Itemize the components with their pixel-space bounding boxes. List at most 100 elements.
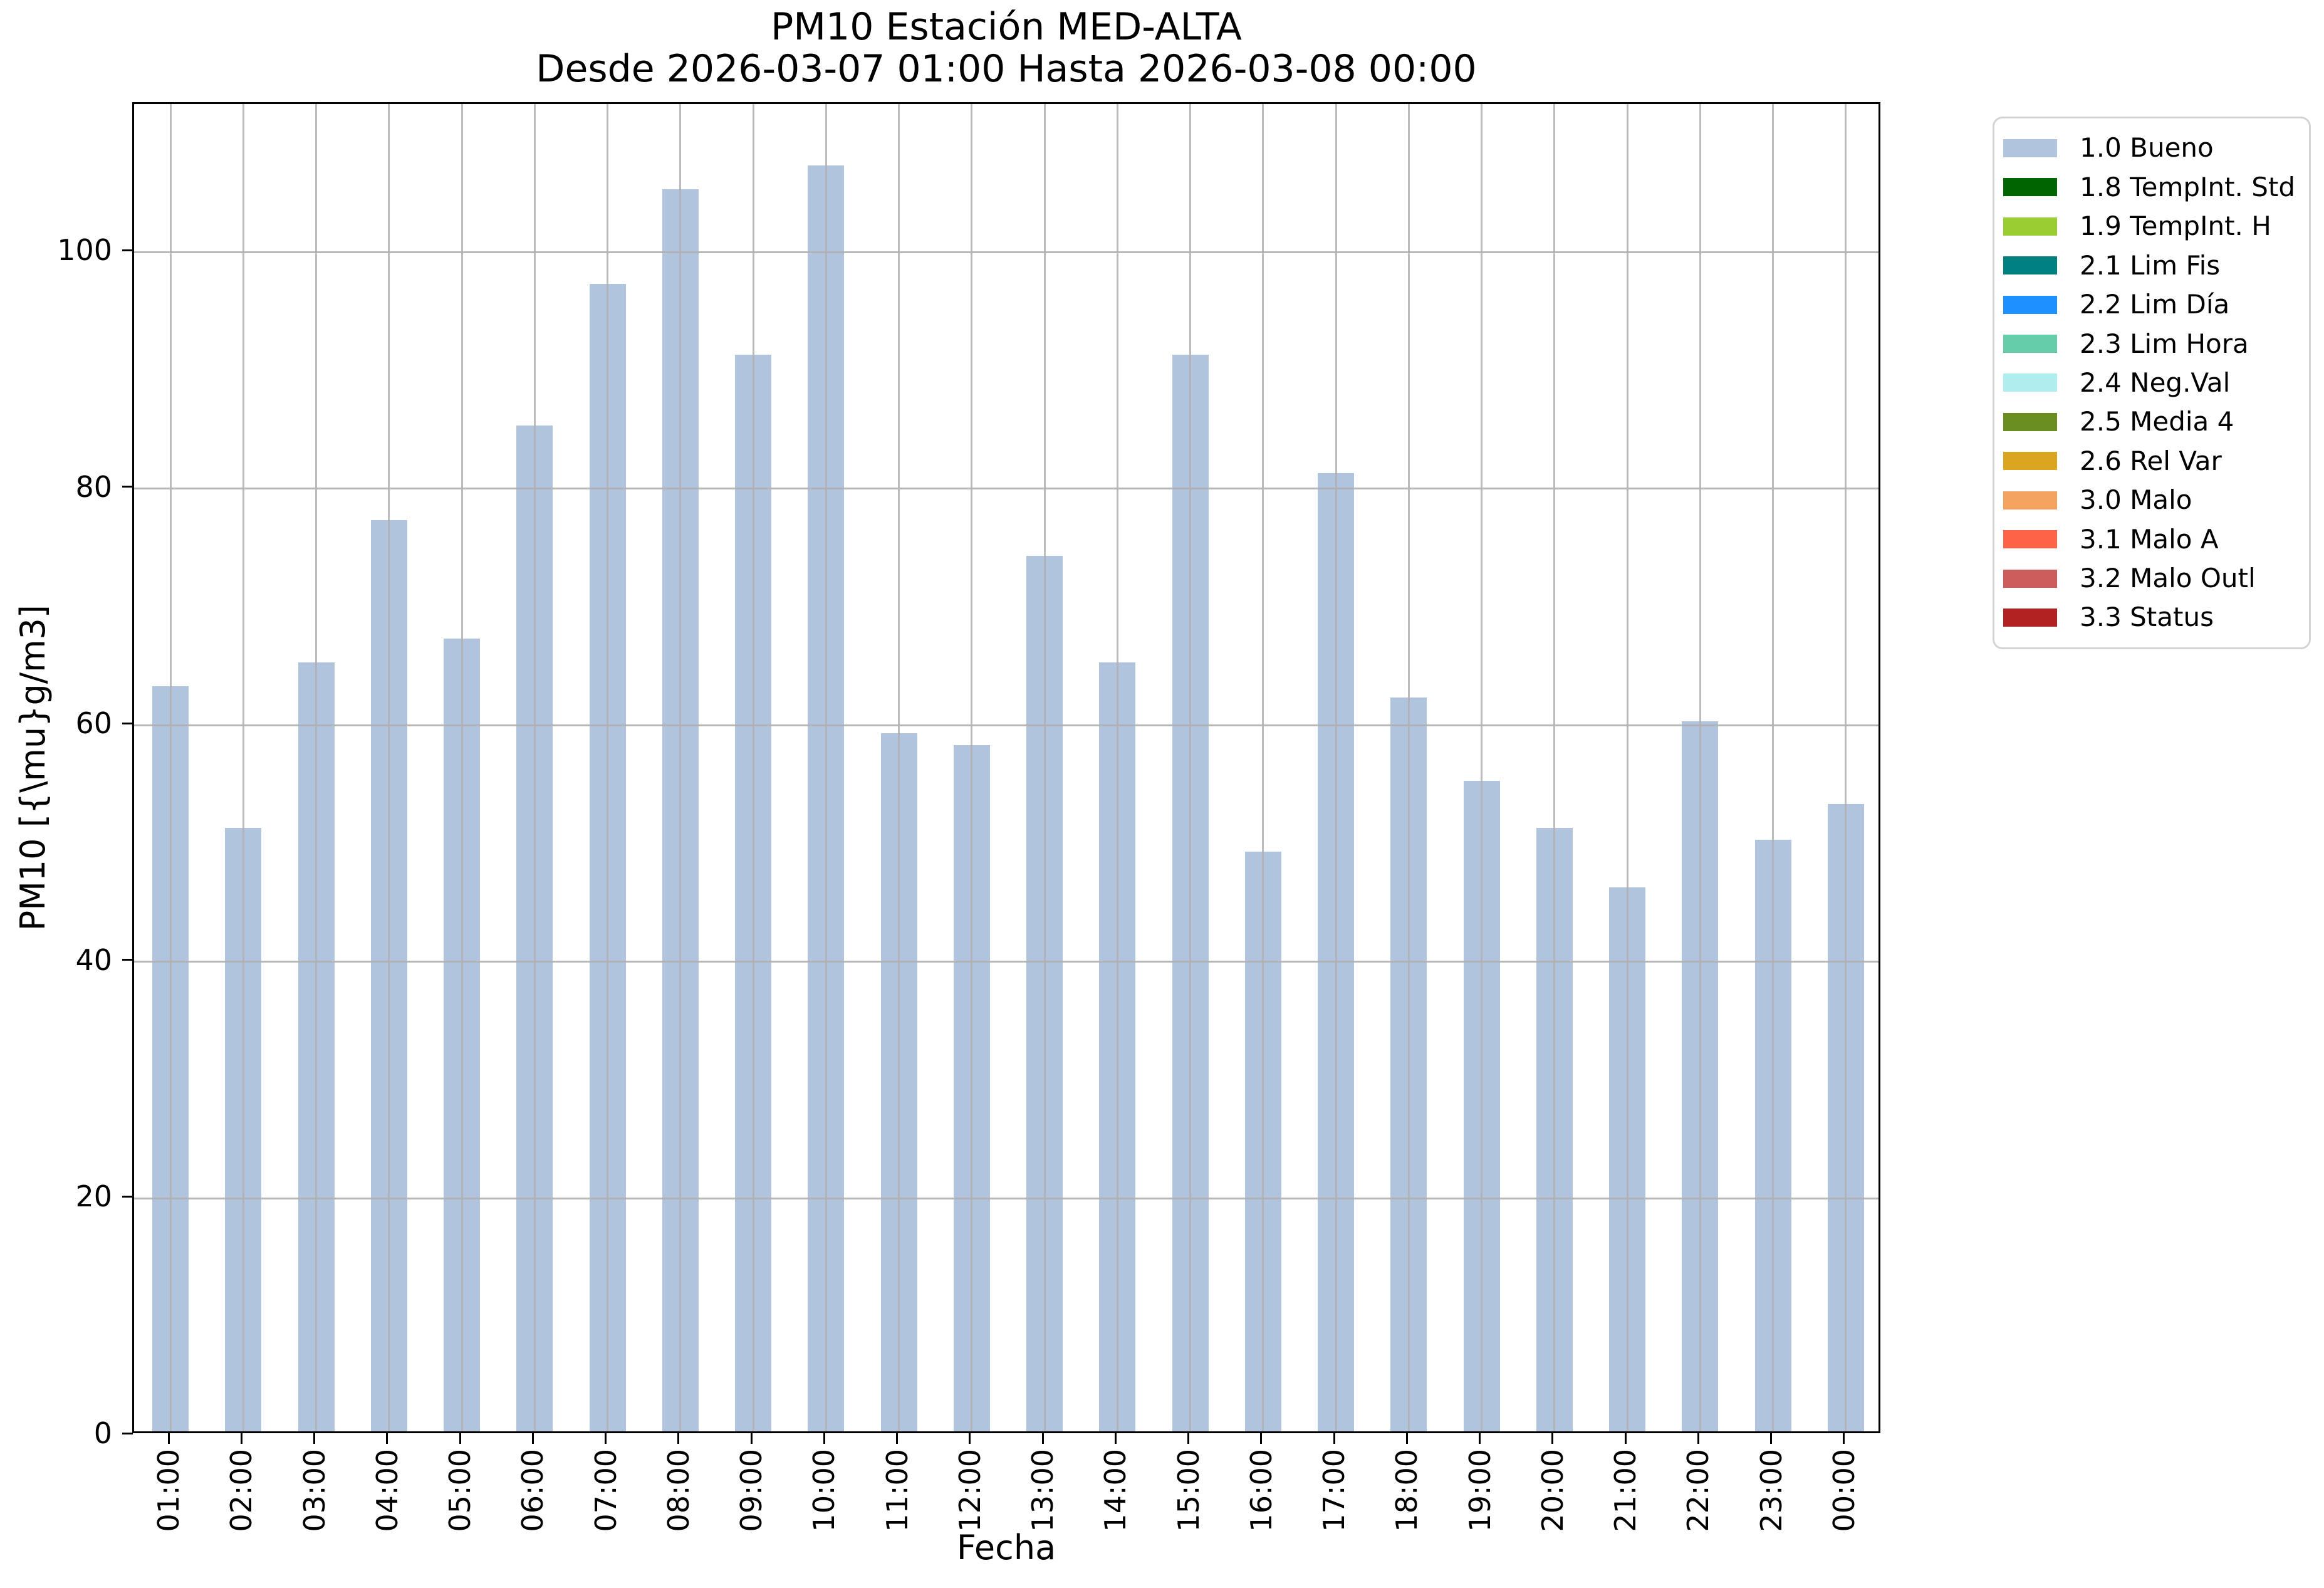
x-tick-label: 19:00 (1462, 1449, 1497, 1532)
x-tick (750, 1433, 753, 1444)
legend-swatch (2003, 608, 2057, 627)
y-tick-label: 40 (75, 943, 112, 977)
x-tick-label: 04:00 (370, 1449, 404, 1532)
v-gridline (1626, 104, 1628, 1431)
v-gridline (825, 104, 827, 1431)
v-gridline (1481, 104, 1483, 1431)
x-tick (896, 1433, 899, 1444)
legend-item: 1.8 TempInt. Std (2003, 171, 2304, 202)
legend-swatch (2003, 217, 2057, 236)
legend-label: 3.3 Status (2080, 602, 2214, 633)
x-tick-label: 23:00 (1754, 1449, 1788, 1532)
x-tick (167, 1433, 170, 1444)
legend: 1.0 Bueno 1.8 TempInt. Std 1.9 TempInt. H 2… (1993, 117, 2311, 649)
legend-item: 2.1 Lim Fis (2003, 251, 2304, 280)
v-gridline (898, 104, 900, 1431)
x-tick (1697, 1433, 1699, 1444)
x-tick (1260, 1433, 1263, 1444)
v-gridline (1335, 104, 1337, 1431)
legend-swatch (2003, 452, 2057, 471)
y-tick (122, 486, 133, 488)
v-gridline (533, 104, 536, 1431)
legend-item: 2.5 Media 4 (2003, 407, 2304, 436)
legend-item: 3.1 Malo A (2003, 525, 2304, 554)
h-gridline (134, 724, 1878, 726)
legend-label: 3.1 Malo A (2080, 523, 2219, 555)
h-gridline (134, 251, 1878, 253)
x-tick-label: 01:00 (152, 1449, 186, 1532)
x-tick (605, 1433, 607, 1444)
y-tick (122, 722, 133, 724)
v-gridline (1116, 104, 1118, 1431)
chart-title: PM10 Estación MED-ALTA Desde 2026-03-07 … (132, 6, 1880, 90)
x-tick-label: 21:00 (1608, 1449, 1643, 1532)
legend-swatch (2003, 530, 2057, 549)
legend-label: 3.0 Malo (2080, 484, 2192, 516)
x-tick-label: 07:00 (588, 1449, 623, 1532)
x-tick (459, 1433, 461, 1444)
legend-item: 3.0 Malo (2003, 486, 2304, 515)
y-tick-label: 60 (75, 706, 112, 741)
legend-label: 2.4 Neg.Val (2080, 367, 2231, 398)
x-tick-label: 05:00 (443, 1449, 477, 1532)
legend-swatch (2003, 491, 2057, 509)
x-tick-label: 13:00 (1026, 1449, 1060, 1532)
x-tick (1333, 1433, 1335, 1444)
legend-label: 2.3 Lim Hora (2080, 328, 2249, 359)
legend-swatch (2003, 412, 2057, 431)
y-tick (122, 1195, 133, 1198)
x-tick-label: 18:00 (1390, 1449, 1424, 1532)
h-gridline (134, 1197, 1878, 1199)
legend-swatch (2003, 295, 2057, 314)
v-gridline (679, 104, 682, 1431)
legend-swatch (2003, 373, 2057, 392)
y-tick-label: 20 (75, 1179, 112, 1214)
legend-label: 1.9 TempInt. H (2080, 211, 2271, 242)
x-tick (1114, 1433, 1117, 1444)
legend-label: 1.0 Bueno (2080, 132, 2214, 164)
x-tick (1479, 1433, 1481, 1444)
legend-item: 3.2 Malo Outl (2003, 564, 2304, 593)
x-axis-label: Fecha (956, 1528, 1056, 1567)
plot-area (132, 102, 1880, 1433)
legend-item: 2.3 Lim Hora (2003, 328, 2304, 359)
v-gridline (242, 104, 244, 1431)
x-tick (1041, 1433, 1044, 1444)
x-tick (1624, 1433, 1627, 1444)
y-tick-label: 0 (93, 1416, 112, 1450)
x-tick-label: 22:00 (1681, 1449, 1716, 1532)
y-tick (122, 1432, 133, 1434)
v-gridline (315, 104, 318, 1431)
legend-item: 2.4 Neg.Val (2003, 368, 2304, 397)
v-gridline (1262, 104, 1264, 1431)
x-tick (969, 1433, 971, 1444)
legend-label: 2.5 Media 4 (2080, 406, 2234, 437)
v-gridline (1407, 104, 1410, 1431)
x-tick (313, 1433, 316, 1444)
x-tick (1770, 1433, 1773, 1444)
x-tick-label: 08:00 (661, 1449, 696, 1532)
v-gridline (1043, 104, 1046, 1431)
x-axis-tick-labels: 01:00 02:00 03:00 04:00 05:00 06:00 07:00 08:00… (132, 1449, 1880, 1537)
x-tick (386, 1433, 388, 1444)
legend-swatch (2003, 178, 2057, 197)
legend-swatch (2003, 138, 2057, 157)
chart-title-line1: PM10 Estación MED-ALTA (771, 5, 1242, 49)
x-tick-label: 16:00 (1244, 1449, 1278, 1532)
v-gridline (752, 104, 754, 1431)
v-gridline (169, 104, 172, 1431)
x-tick (677, 1433, 680, 1444)
h-gridline (134, 488, 1878, 490)
legend-swatch (2003, 256, 2057, 275)
v-gridline (1553, 104, 1556, 1431)
legend-label: 1.8 TempInt. Std (2080, 171, 2296, 202)
x-tick (1187, 1433, 1190, 1444)
legend-item: 1.9 TempInt. H (2003, 212, 2304, 241)
legend-label: 2.6 Rel Var (2080, 445, 2222, 476)
x-tick-label: 03:00 (297, 1449, 331, 1532)
v-gridline (461, 104, 463, 1431)
x-tick-label: 12:00 (952, 1449, 987, 1532)
v-gridline (1189, 104, 1192, 1431)
x-tick-label: 14:00 (1098, 1449, 1133, 1532)
y-axis-ticks: 0 20 40 60 80 100 (0, 102, 133, 1450)
